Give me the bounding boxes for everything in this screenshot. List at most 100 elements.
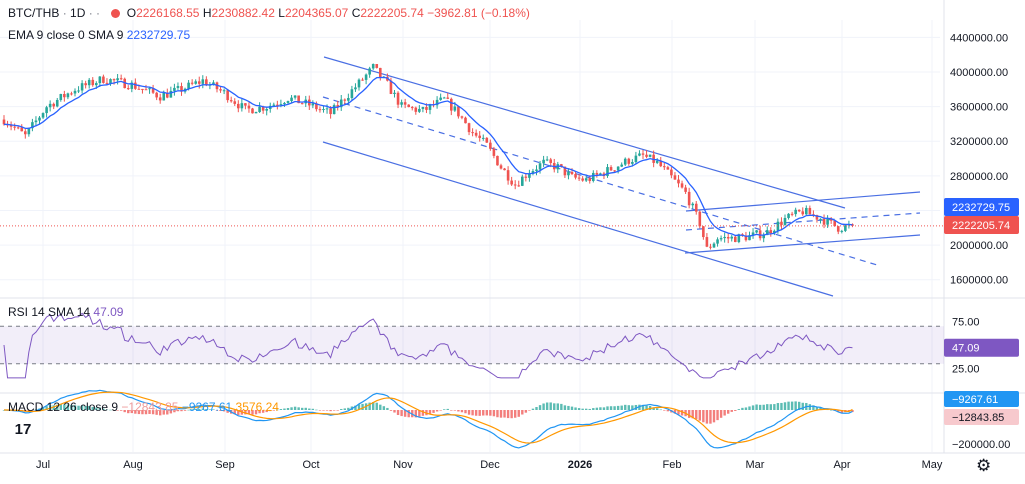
macd-hist-bar: [837, 410, 840, 413]
macd-hist-bar: [141, 410, 144, 415]
candle-body: [95, 83, 98, 86]
gear-icon[interactable]: ⚙: [976, 456, 992, 475]
candle-body: [357, 79, 361, 88]
macd-hist-bar: [372, 402, 375, 410]
candle-body: [325, 108, 329, 110]
macd-hist-bar: [155, 410, 158, 415]
macd-hist-bar: [450, 410, 453, 411]
candle-body: [581, 178, 584, 181]
macd-hist-bar: [112, 410, 116, 411]
macd-hist-bar: [474, 410, 478, 416]
candle-body: [822, 218, 826, 225]
candle-body: [748, 235, 751, 241]
price-tick-label: 2000000.00: [950, 240, 1008, 252]
more-icon[interactable]: · ·: [88, 6, 101, 20]
macd-hist-bar: [801, 402, 804, 410]
candle-body: [808, 207, 812, 215]
macd-hist-bar: [457, 410, 460, 412]
macd-hist-bar: [780, 402, 783, 410]
legend-ema[interactable]: EMA 9 close 0 SMA 9 2232729.75: [8, 28, 190, 42]
macd-tag: −9267.61: [952, 394, 998, 406]
candle-body: [134, 82, 137, 89]
candle-body: [730, 236, 734, 239]
macd-hist-bar: [389, 410, 393, 411]
candle-body: [91, 79, 95, 86]
candle-body: [734, 236, 737, 243]
price-tick-label: 3600000.00: [950, 102, 1008, 114]
close-price-tag-bg: [944, 216, 1019, 234]
candle-body: [677, 179, 680, 184]
macd-hist-bar: [762, 404, 765, 410]
candle-body: [144, 89, 148, 91]
macd-hist-bar: [212, 409, 215, 411]
candle-body: [414, 107, 418, 112]
candle-body: [492, 148, 496, 156]
candle-body: [765, 230, 769, 236]
candle-body: [155, 92, 158, 98]
legend-macd[interactable]: MACD 12 26 close 9 −12843.85 −9267.61 35…: [8, 400, 279, 414]
candle-body: [666, 167, 670, 170]
candle-body: [102, 76, 105, 83]
macd-hist-bar: [737, 409, 741, 410]
rsi-tick-label: 75.00: [952, 317, 980, 329]
candle-body: [87, 79, 91, 86]
macd-hist-bar: [631, 405, 634, 410]
candle-body: [421, 107, 425, 109]
candle-body: [535, 169, 538, 172]
macd-line-value: −9267.61: [181, 400, 233, 414]
symbol-label[interactable]: BTC/THB: [8, 6, 60, 20]
macd-hist-bar: [627, 405, 630, 410]
legend-rsi[interactable]: RSI 14 SMA 14 47.09: [8, 305, 123, 319]
candle-body: [300, 103, 304, 105]
candle-body: [24, 131, 27, 135]
candle-body: [229, 100, 233, 102]
candle-body: [489, 142, 492, 149]
price-tick-label: 1600000.00: [950, 275, 1008, 287]
macd-hist-bar: [471, 410, 474, 416]
candle-body: [158, 97, 162, 101]
macd-hist-bar: [98, 407, 102, 410]
candle-body: [641, 153, 645, 155]
candle-body: [815, 215, 819, 220]
candle-body: [450, 98, 453, 111]
macd-hist-bar: [556, 403, 559, 410]
candle-body: [560, 164, 563, 167]
candle-body: [805, 207, 808, 215]
high-value: 2230882.42: [211, 6, 275, 20]
macd-hist-bar: [542, 403, 545, 410]
tradingview-logo-icon[interactable]: 17: [8, 418, 38, 442]
candle-body: [528, 173, 531, 178]
candle-body: [137, 88, 141, 90]
close-price-tag: 2222205.74: [952, 220, 1010, 232]
macd-hist-bar: [258, 410, 261, 414]
grid-lines: [0, 20, 940, 452]
macd-hist-bar: [308, 408, 311, 410]
candle-body: [393, 92, 396, 94]
time-tick-label: Mar: [746, 459, 765, 471]
candle-body: [670, 169, 673, 176]
macd-hist-bar: [666, 410, 670, 412]
macd-hist-bar: [514, 410, 517, 418]
interval-label[interactable]: 1D: [70, 6, 86, 20]
candle-body: [240, 103, 244, 109]
macd-hist-bar: [70, 404, 73, 410]
macd-hist-bar: [634, 404, 638, 410]
candle-body: [521, 176, 524, 186]
macd-hist-bar: [606, 406, 609, 410]
candle-body: [819, 218, 822, 220]
flat-channel-upper-line: [685, 191, 921, 212]
candle-body: [840, 230, 844, 232]
macd-hist-bar: [467, 410, 471, 415]
macd-hist-bar: [237, 410, 240, 416]
macd-hist-bar: [538, 405, 542, 410]
candle-body: [364, 74, 368, 80]
macd-hist-bar: [162, 410, 165, 415]
macd-hist-bar: [464, 410, 467, 414]
candle-body: [570, 171, 574, 175]
macd-hist-bar: [535, 407, 538, 410]
candle-body: [162, 92, 166, 101]
candle-body: [606, 167, 609, 176]
candle-body: [9, 125, 13, 127]
candle-body: [517, 185, 521, 187]
